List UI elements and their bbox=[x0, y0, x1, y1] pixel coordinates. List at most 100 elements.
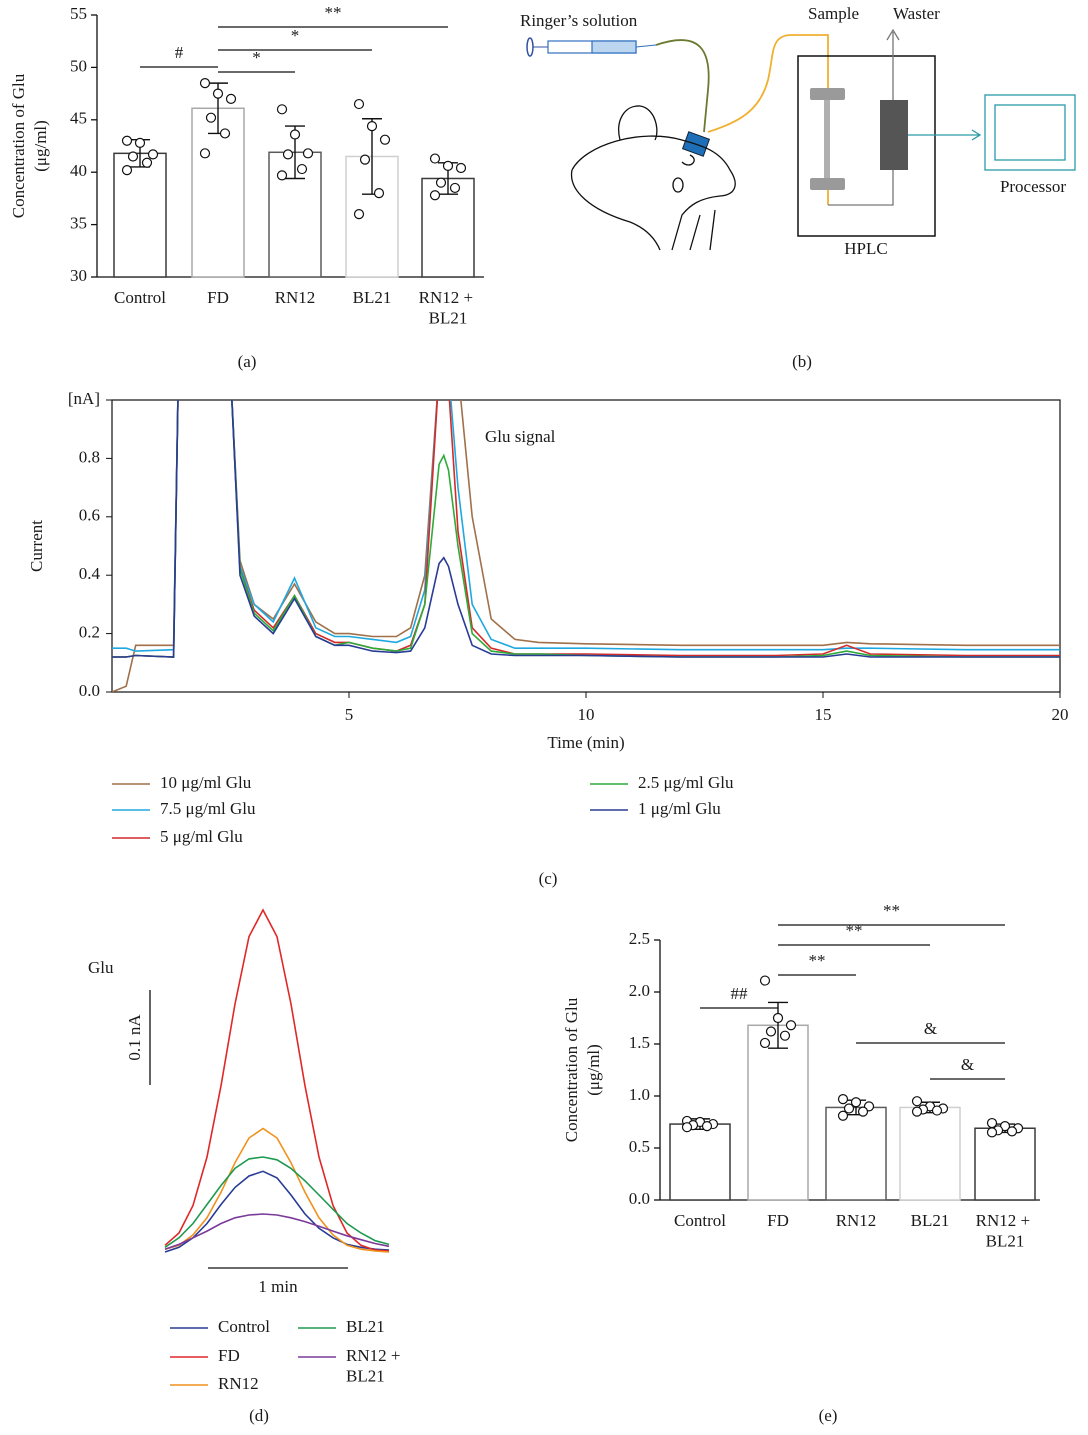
panel-label: (c) bbox=[539, 869, 558, 888]
sample-tube bbox=[707, 34, 829, 205]
y-tick-label: 40 bbox=[70, 161, 87, 180]
series-line bbox=[112, 400, 1060, 658]
legend-label: 5 μg/ml Glu bbox=[160, 827, 243, 846]
data-point bbox=[911, 1106, 923, 1117]
y-axis-unit: (μg/ml) bbox=[31, 120, 50, 172]
series-line bbox=[164, 1213, 390, 1250]
sample-label: Sample bbox=[808, 4, 859, 23]
processor-outer bbox=[984, 94, 1076, 171]
y-tick-label: 55 bbox=[70, 4, 87, 23]
data-point bbox=[225, 93, 237, 104]
series-line bbox=[164, 1170, 390, 1253]
y-axis-unit: (μg/ml) bbox=[584, 1044, 603, 1096]
detector bbox=[880, 100, 908, 170]
panel-label: (d) bbox=[249, 1406, 269, 1425]
data-point bbox=[121, 165, 133, 176]
processor-screen bbox=[994, 104, 1066, 161]
significance-label: & bbox=[961, 1055, 974, 1074]
y-tick-label: 1.0 bbox=[629, 1085, 650, 1104]
annotation: Glu signal bbox=[485, 427, 556, 446]
signal-arrow bbox=[908, 129, 982, 141]
data-point bbox=[837, 1094, 849, 1105]
x-tick-label: 20 bbox=[1052, 705, 1069, 724]
data-point bbox=[681, 1122, 693, 1133]
data-point bbox=[429, 153, 441, 164]
y-tick-label: 50 bbox=[70, 56, 87, 75]
valve-bottom bbox=[810, 178, 845, 190]
hplc-box bbox=[797, 55, 936, 237]
x-tick-label: RN12 + BL21 bbox=[976, 1211, 1035, 1250]
x-axis-label: Time (min) bbox=[547, 733, 624, 752]
significance-label: ** bbox=[325, 3, 342, 22]
x-tick-label: FD bbox=[207, 288, 229, 307]
series-line bbox=[112, 400, 1060, 692]
y-tick-label: 0.2 bbox=[79, 623, 100, 642]
waste-line bbox=[828, 28, 900, 206]
legend-label: 1 μg/ml Glu bbox=[638, 799, 721, 818]
legend-label: 10 μg/ml Glu bbox=[160, 773, 252, 792]
panel-label: (a) bbox=[238, 352, 257, 371]
data-point bbox=[276, 170, 288, 181]
data-point bbox=[449, 182, 461, 194]
data-point bbox=[127, 151, 139, 162]
y-tick-label: 30 bbox=[70, 266, 87, 285]
data-point bbox=[931, 1105, 943, 1116]
significance-label: ** bbox=[883, 901, 900, 920]
x-tick-label: BL21 bbox=[353, 288, 392, 307]
mouse-eye bbox=[672, 177, 684, 193]
data-point bbox=[429, 190, 441, 201]
mouse-outline bbox=[570, 105, 736, 251]
data-point bbox=[353, 209, 365, 220]
significance-label: ## bbox=[731, 984, 749, 1003]
data-point bbox=[296, 163, 308, 175]
waste-label: Waster bbox=[893, 4, 940, 23]
significance-label: # bbox=[175, 43, 184, 62]
legend-label: FD bbox=[218, 1346, 240, 1365]
legend-label: 2.5 μg/ml Glu bbox=[638, 773, 734, 792]
legend-label: Control bbox=[218, 1317, 270, 1336]
series-line bbox=[164, 1127, 390, 1253]
series-line bbox=[112, 400, 1060, 658]
data-point bbox=[843, 1103, 855, 1114]
y-tick-label: 2.0 bbox=[629, 981, 650, 1000]
legend-label: 7.5 μg/ml Glu bbox=[160, 799, 256, 818]
x-tick-label: 15 bbox=[815, 705, 832, 724]
data-point bbox=[219, 128, 231, 139]
x-tick-label: 10 bbox=[578, 705, 595, 724]
bar bbox=[191, 107, 245, 278]
y-axis-label: Concentration of Glu bbox=[562, 997, 581, 1142]
bar bbox=[899, 1106, 961, 1201]
x-tick-label: FD bbox=[767, 1211, 789, 1230]
scale-bar-x-label: 1 min bbox=[258, 1277, 298, 1296]
inflow-tube bbox=[655, 39, 710, 133]
data-point bbox=[353, 98, 365, 110]
significance-label: & bbox=[924, 1019, 937, 1038]
series-line bbox=[164, 1156, 390, 1248]
scale-bar-y-label: 0.1 nA bbox=[125, 1014, 144, 1061]
data-point bbox=[121, 135, 133, 146]
significance-label: ** bbox=[846, 921, 863, 940]
data-point bbox=[302, 148, 314, 159]
x-tick-label: RN12 bbox=[836, 1211, 877, 1230]
data-point bbox=[435, 177, 447, 188]
data-point bbox=[276, 104, 288, 115]
y-tick-label: 0.8 bbox=[79, 447, 100, 466]
data-point bbox=[701, 1121, 713, 1132]
legend-label: BL21 bbox=[346, 1317, 385, 1336]
y-tick-label: 1.5 bbox=[629, 1033, 650, 1052]
bar bbox=[113, 152, 167, 278]
hplc-label: HPLC bbox=[844, 239, 887, 258]
bar bbox=[747, 1024, 809, 1201]
significance-label: * bbox=[291, 26, 300, 45]
y-tick-label: 0.6 bbox=[79, 506, 100, 525]
hplc-diagram: Ringer’s solution Sample Waster HPLC Pro… bbox=[520, 4, 1076, 258]
data-point bbox=[759, 975, 771, 986]
x-tick-label: 5 bbox=[345, 705, 354, 724]
data-point bbox=[379, 134, 391, 145]
needle bbox=[635, 44, 657, 48]
x-tick-label: Control bbox=[674, 1211, 726, 1230]
data-point bbox=[785, 1020, 797, 1031]
y-tick-label: 2.5 bbox=[629, 929, 650, 948]
legend-label: RN12 bbox=[218, 1374, 259, 1393]
data-point bbox=[1006, 1126, 1018, 1137]
